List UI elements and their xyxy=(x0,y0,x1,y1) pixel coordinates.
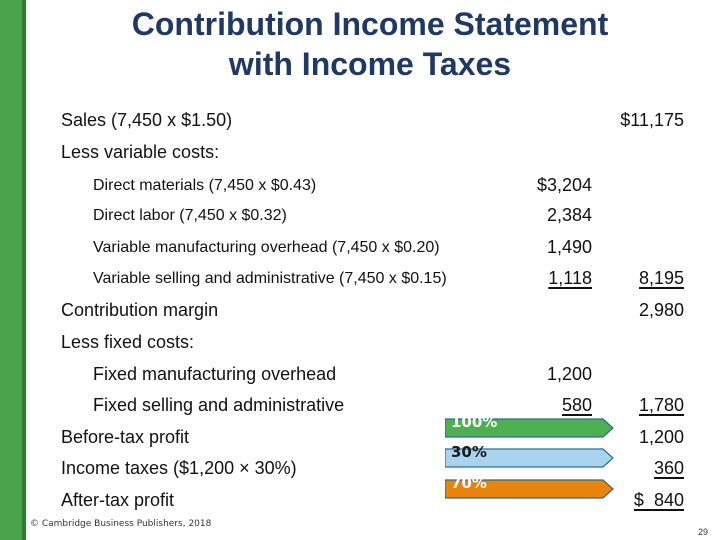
row-sales: Sales (7,450 x $1.50) $11,175 xyxy=(0,110,720,134)
row-contribution-margin: Contribution margin 2,980 xyxy=(0,300,720,324)
label-less-variable: Less variable costs: xyxy=(61,142,220,162)
label-contribution-margin: Contribution margin xyxy=(61,300,219,320)
label-variable-moh: Variable manufacturing overhead (7,450 x… xyxy=(93,239,440,256)
page-number: 29 xyxy=(697,527,708,537)
value-contribution-margin: 2,980 xyxy=(638,300,684,320)
row-less-fixed: Less fixed costs: xyxy=(0,332,720,356)
label-variable-sa: Variable selling and administrative (7,4… xyxy=(93,270,447,287)
value-before-tax-profit: 1,200 xyxy=(638,427,684,447)
label-income-taxes: Income taxes ($1,200 × 30%) xyxy=(61,458,297,478)
value-fixed-sa: 580 xyxy=(561,395,592,415)
arrow-polygon-100 xyxy=(445,418,614,438)
row-after-tax-profit: After-tax profit $ 840 xyxy=(0,490,720,514)
label-less-fixed: Less fixed costs: xyxy=(61,332,195,352)
row-income-taxes: Income taxes ($1,200 × 30%) 360 xyxy=(0,458,720,482)
label-fixed-sa: Fixed selling and administrative xyxy=(93,395,345,415)
label-direct-labor: Direct labor (7,450 x $0.32) xyxy=(93,207,287,224)
arrow-label-100: 100% xyxy=(451,413,498,431)
value-variable-sa: 1,118 xyxy=(548,268,592,288)
row-before-tax-profit: Before-tax profit 1,200 xyxy=(0,427,720,451)
value-income-taxes: 360 xyxy=(653,458,684,478)
label-fixed-moh: Fixed manufacturing overhead xyxy=(93,364,337,384)
value-fixed-moh: 1,200 xyxy=(546,364,592,384)
row-variable-moh: Variable manufacturing overhead (7,450 x… xyxy=(0,237,720,261)
arrow-shape-70 xyxy=(445,479,614,499)
arrow-shape-100 xyxy=(445,418,614,438)
row-less-variable: Less variable costs: xyxy=(0,142,720,166)
arrow-polygon-70 xyxy=(445,479,614,499)
label-before-tax-profit: Before-tax profit xyxy=(61,427,190,447)
value-variable-moh: 1,490 xyxy=(546,237,592,257)
arrow-label-70: 70% xyxy=(451,474,487,492)
copyright-footer: © Cambridge Business Publishers, 2018 xyxy=(30,519,212,529)
value-after-tax-profit: $ 840 xyxy=(574,490,684,511)
value-total-variable: 8,195 xyxy=(638,268,684,288)
row-direct-labor: Direct labor (7,450 x $0.32) 2,384 xyxy=(0,205,720,229)
value-sales: $11,175 xyxy=(620,110,684,130)
value-direct-materials: $3,204 xyxy=(536,175,592,195)
title-line-1: Contribution Income Statement xyxy=(131,6,609,42)
dollar-sign: $ xyxy=(633,490,644,510)
arrow-shape-30 xyxy=(445,448,614,468)
left-accent-stripe xyxy=(22,0,26,540)
row-fixed-moh: Fixed manufacturing overhead 1,200 xyxy=(0,364,720,388)
value-direct-labor: 2,384 xyxy=(546,205,592,225)
row-variable-sa: Variable selling and administrative (7,4… xyxy=(0,268,720,292)
title-line-2: with Income Taxes xyxy=(228,46,512,82)
arrow-30-percent: 30% xyxy=(445,443,615,469)
label-direct-materials: Direct materials (7,450 x $0.43) xyxy=(93,177,317,194)
label-sales: Sales (7,450 x $1.50) xyxy=(61,110,233,130)
arrow-polygon-30 xyxy=(445,448,614,468)
row-fixed-sa: Fixed selling and administrative 580 1,7… xyxy=(0,395,720,419)
arrow-70-percent: 70% xyxy=(445,474,615,500)
left-accent-bar xyxy=(0,0,22,540)
arrow-100-percent: 100% xyxy=(445,413,615,439)
label-after-tax-profit: After-tax profit xyxy=(61,490,175,510)
value-total-fixed: 1,780 xyxy=(638,395,684,415)
arrow-label-30: 30% xyxy=(451,443,487,461)
row-direct-materials: Direct materials (7,450 x $0.43) $3,204 xyxy=(0,175,720,199)
slide-title: Contribution Income Statement with Incom… xyxy=(60,4,680,84)
after-tax-amount: 840 xyxy=(653,490,684,510)
